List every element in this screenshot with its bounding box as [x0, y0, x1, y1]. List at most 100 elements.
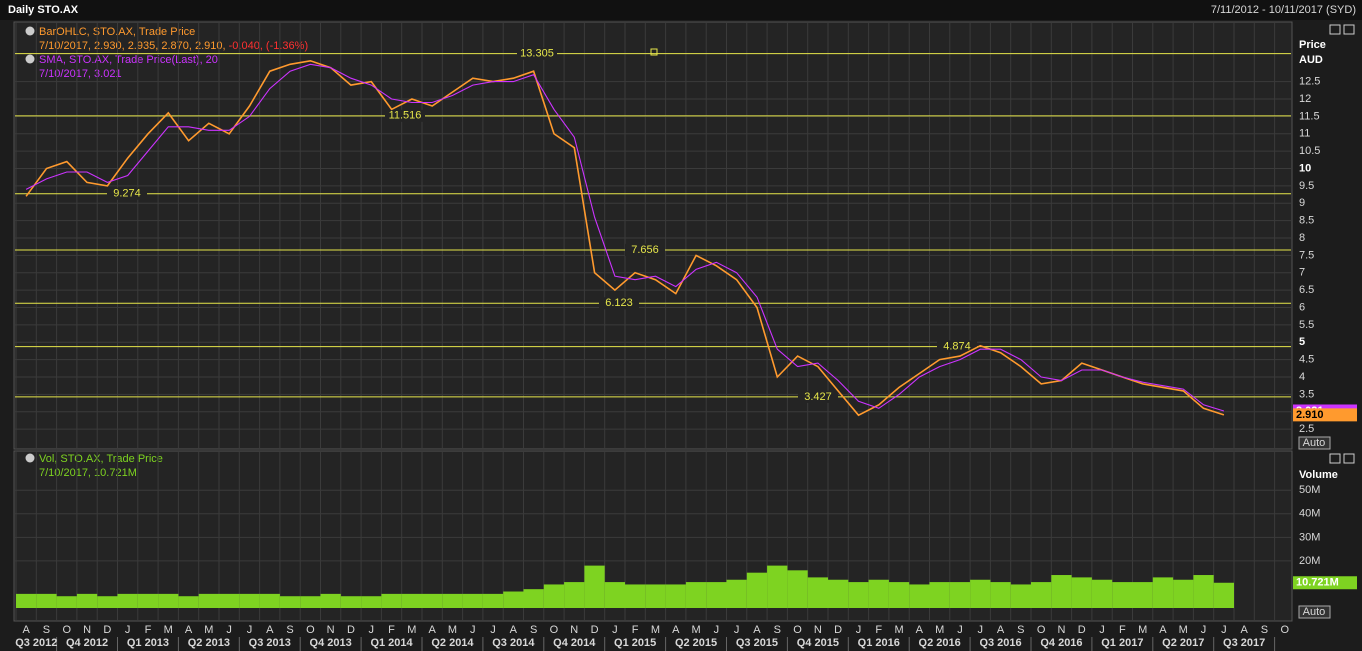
level-label-bg [625, 243, 665, 256]
volume-bar [625, 584, 646, 608]
volume-bar [462, 593, 483, 608]
volume-bar [340, 596, 362, 608]
x-tick-label: O [306, 624, 315, 636]
x-tick-label: M [651, 624, 660, 636]
x-tick-label: A [997, 624, 1005, 636]
level-label-bg [517, 47, 557, 60]
volume-bar [1173, 579, 1194, 608]
x-tick-label: O [1280, 624, 1289, 636]
restore-icon[interactable] [1329, 24, 1341, 35]
level-label: 3.427 [804, 391, 832, 403]
x-tick-label: D [1078, 624, 1086, 636]
auto-button[interactable] [1298, 605, 1331, 619]
x-tick-label: J [490, 624, 496, 636]
quarter-label: Q1 2014 [370, 637, 413, 649]
volume-bar [76, 593, 98, 608]
x-tick-label: N [570, 624, 578, 636]
y-tick-label: 12.5 [1299, 76, 1320, 88]
value-badge [1293, 408, 1357, 422]
volume-bar [990, 582, 1011, 608]
volume-bar [401, 593, 422, 608]
volume-bar [422, 593, 443, 608]
close-icon[interactable] [1343, 453, 1355, 464]
volume-bar [726, 579, 747, 608]
x-tick-label: J [1221, 624, 1227, 636]
x-tick-label: A [22, 624, 30, 636]
quarter-label: Q2 2014 [431, 637, 474, 649]
quarter-label: Q1 2015 [614, 637, 656, 649]
x-tick-label: M [1179, 624, 1188, 636]
auto-button-label[interactable]: Auto [1303, 437, 1326, 449]
volume-bar [178, 596, 199, 608]
x-tick-label: N [327, 624, 335, 636]
quarter-label: Q4 2012 [66, 637, 108, 649]
chart-title: Daily STO.AX [8, 4, 79, 16]
volume-bar [97, 596, 118, 608]
y-tick-label: 5.5 [1299, 319, 1314, 331]
volume-bar [564, 582, 585, 608]
volume-bar [239, 593, 260, 608]
x-tick-label: F [632, 624, 639, 636]
y-tick-label: 7.5 [1299, 249, 1314, 261]
ohlc-info: 7/10/2017, 2.930, 2.935, 2.870, 2.910, -… [39, 40, 308, 52]
value-badge [1293, 576, 1357, 590]
volume-bar [1112, 582, 1133, 608]
date-range: 7/11/2012 - 10/11/2017 (SYD) [1211, 4, 1356, 16]
level-label: 13.305 [520, 48, 554, 60]
volume-bar [1091, 579, 1113, 608]
x-tick-label: J [612, 624, 618, 636]
y-tick-label: 4.5 [1299, 354, 1314, 366]
x-tick-label: A [1240, 624, 1248, 636]
price-line [25, 59, 1225, 417]
x-tick-label: A [753, 624, 761, 636]
auto-button[interactable] [1298, 436, 1331, 450]
quarter-label: Q4 2015 [797, 637, 839, 649]
x-tick-label: D [834, 624, 842, 636]
volume-bar [1051, 575, 1072, 608]
series-icon[interactable] [25, 453, 35, 463]
close-icon[interactable] [1343, 24, 1355, 35]
series-icon[interactable] [25, 26, 35, 36]
x-tick-label: A [428, 624, 436, 636]
x-tick-label: A [672, 624, 680, 636]
y-tick-label: 7 [1299, 267, 1305, 279]
volume-bar [909, 584, 930, 608]
quarter-label: Q3 2015 [736, 637, 778, 649]
quarter-label: Q3 2014 [492, 637, 535, 649]
x-tick-label: J [856, 624, 862, 636]
quarter-label: Q4 2013 [310, 637, 352, 649]
quarter-label: Q1 2017 [1101, 637, 1143, 649]
volume-bar [279, 596, 301, 608]
quarter-label: Q2 2017 [1162, 637, 1204, 649]
x-tick-label: D [591, 624, 599, 636]
volume-bar [604, 582, 625, 608]
y-tick-label: 4 [1299, 371, 1305, 383]
volume-bar [970, 579, 991, 608]
auto-button-label[interactable]: Auto [1303, 606, 1326, 618]
volume-bar [137, 593, 159, 608]
volume-bar [543, 584, 565, 608]
quarter-label: Q3 2016 [979, 637, 1021, 649]
x-tick-label: O [1037, 624, 1046, 636]
level-label: 4.874 [943, 341, 971, 353]
x-tick-label: O [793, 624, 802, 636]
x-tick-label: F [875, 624, 882, 636]
quarter-label: Q3 2017 [1223, 637, 1265, 649]
volume-bar [56, 596, 77, 608]
volume-bar [442, 593, 463, 608]
series-icon[interactable] [25, 54, 35, 64]
x-tick-label: A [916, 624, 924, 636]
level-label-bg [385, 109, 425, 122]
volume-bar [1213, 582, 1234, 608]
y-tick-label: 11 [1299, 128, 1310, 140]
restore-icon[interactable] [1329, 453, 1341, 464]
price-line [25, 63, 1225, 412]
x-tick-label: O [550, 624, 559, 636]
volume-bar [259, 593, 280, 608]
volume-bar [929, 582, 950, 608]
y-tick-label: 8 [1299, 232, 1305, 244]
volume-bar [503, 591, 524, 608]
volume-bar [868, 579, 889, 608]
volume-bar [746, 572, 768, 608]
